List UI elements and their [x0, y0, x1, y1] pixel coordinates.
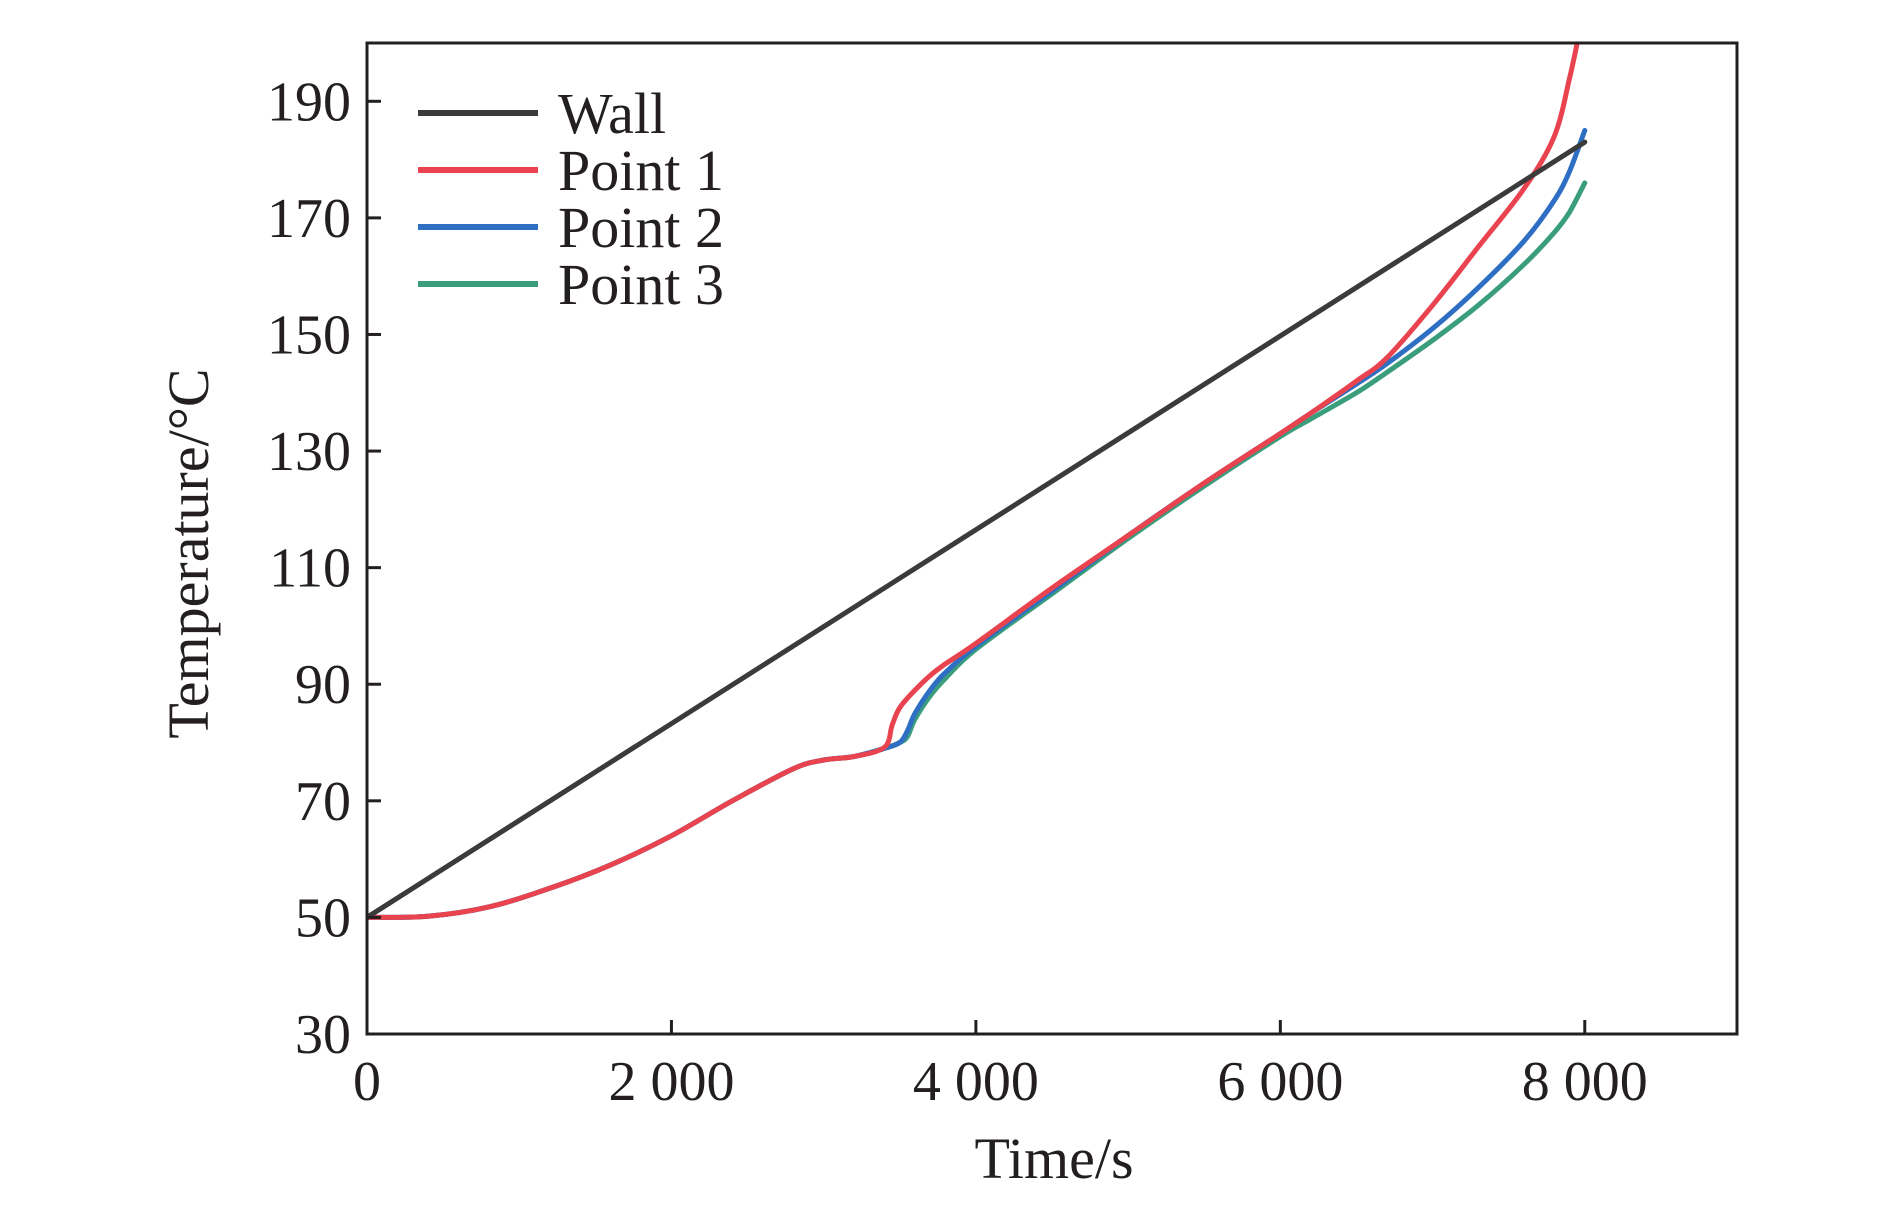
- y-tick-label: 190: [267, 71, 351, 133]
- series-line-wall: [367, 139, 1588, 920]
- axes-layer: 0 2 000 4 000 6 000 8 000 30 50 70 90 110 130 150 17…: [267, 41, 1739, 1113]
- y-tick-label: 110: [269, 538, 351, 600]
- y-tick-label: 50: [295, 887, 351, 949]
- x-tick-label: 8 000: [1522, 1051, 1648, 1113]
- series-line-point-1: [367, 43, 1580, 920]
- y-tick-label: 70: [295, 771, 351, 833]
- y-tick-label: 90: [295, 654, 351, 716]
- legend-label-point-3: Point 3: [558, 252, 724, 317]
- legend-label-wall: Wall: [558, 81, 666, 146]
- legend-label-point-2: Point 2: [558, 195, 724, 260]
- x-tick-label: 6 000: [1217, 1051, 1343, 1113]
- x-tick-label: 4 000: [913, 1051, 1039, 1113]
- y-tick-label: 30: [295, 1004, 351, 1066]
- legend-label-point-1: Point 1: [558, 138, 724, 203]
- x-axis-title: Time/s: [974, 1126, 1133, 1191]
- y-axis-title: Temperature/°C: [156, 368, 221, 738]
- series-layer: [367, 43, 1588, 920]
- x-tick-label: 2 000: [608, 1051, 734, 1113]
- x-tick-label: 0: [353, 1051, 381, 1113]
- y-tick-label: 170: [267, 188, 351, 250]
- plot-frame: [365, 41, 1739, 1036]
- y-tick-label: 150: [267, 304, 351, 366]
- y-tick-label: 130: [267, 421, 351, 483]
